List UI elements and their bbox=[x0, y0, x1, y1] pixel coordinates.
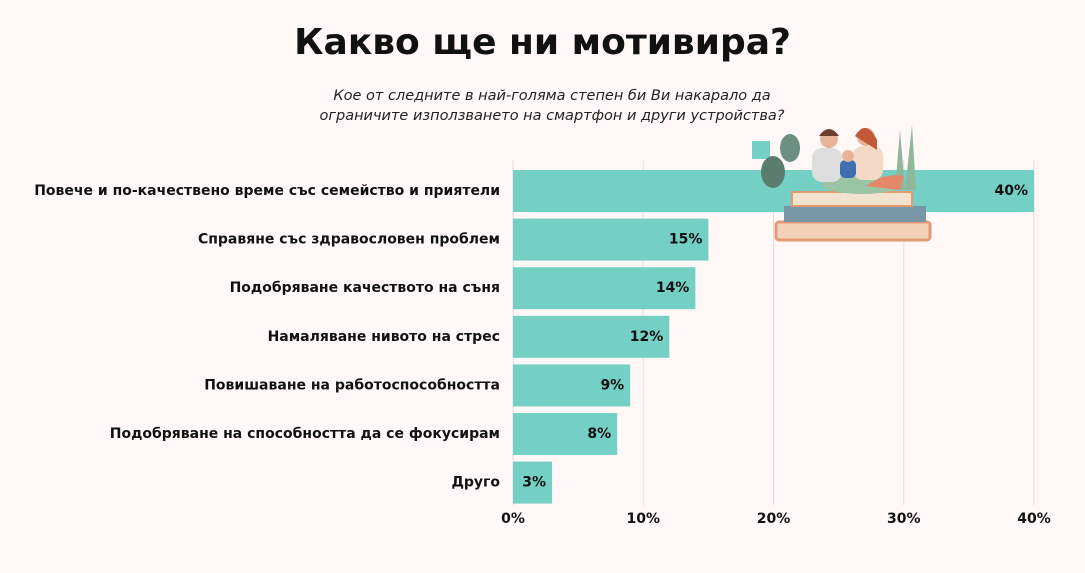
category-label: Подобряване на способността да се фокуси… bbox=[110, 426, 500, 442]
category-label: Повече и по-качествено време със семейст… bbox=[34, 183, 500, 199]
value-label: 40% bbox=[994, 183, 1028, 199]
value-label: 15% bbox=[669, 232, 703, 248]
value-label: 14% bbox=[656, 280, 690, 296]
bar bbox=[513, 461, 553, 504]
bar bbox=[513, 267, 696, 310]
bar bbox=[513, 364, 631, 407]
chart-subtitle: Кое от следните в най-голяма степен би В… bbox=[319, 88, 785, 124]
category-label: Друго bbox=[451, 475, 500, 491]
x-tick-label: 40% bbox=[1017, 511, 1051, 527]
category-label: Намаляване нивото на стрес bbox=[268, 329, 500, 345]
bar bbox=[513, 218, 709, 261]
x-tick-label: 10% bbox=[626, 511, 660, 527]
x-tick-label: 20% bbox=[757, 511, 791, 527]
value-label: 8% bbox=[587, 426, 611, 442]
chart-title: Какво ще ни мотивира? bbox=[294, 22, 791, 63]
x-tick-label: 0% bbox=[501, 511, 525, 527]
category-label: Справяне със здравословен проблем bbox=[198, 232, 500, 248]
illustration bbox=[752, 125, 932, 242]
value-label: 12% bbox=[630, 329, 664, 345]
bar bbox=[513, 413, 618, 455]
category-label: Подобряване качеството на съня bbox=[230, 280, 500, 296]
value-label: 9% bbox=[600, 377, 624, 393]
value-label: 3% bbox=[522, 475, 546, 491]
bar bbox=[513, 315, 670, 358]
category-label: Повишаване на работоспособността bbox=[204, 377, 500, 393]
x-tick-label: 30% bbox=[887, 511, 921, 527]
